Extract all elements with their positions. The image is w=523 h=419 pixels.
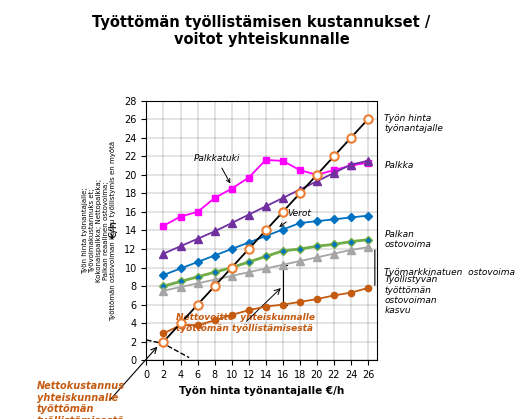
Text: Palkkatuki: Palkkatuki [194,154,240,183]
Text: Palkka: Palkka [384,161,414,170]
Text: Palkan
ostovoima: Palkan ostovoima [384,230,431,249]
Text: Työn hinta
työnantajalle: Työn hinta työnantajalle [384,114,444,134]
Text: Nettokustannus
yhteiskunnalle
työttömän
työllistämisestä: Nettokustannus yhteiskunnalle työttömän … [37,381,124,419]
Text: Työn hinta työnantajalle;
Työvoimakustannuks et;
Kokonaispalkka; Nettopalkka;
Pa: Työn hinta työnantajalle; Työvoimakustan… [82,140,117,321]
Text: Työllistyvän
työttömän
ostovoiman
kasvu: Työllistyvän työttömän ostovoiman kasvu [384,275,438,316]
Y-axis label: €/h: €/h [109,222,119,239]
Text: Nettovoitto  yhteiskunnalle
työttömän työllistämisestä: Nettovoitto yhteiskunnalle työttömän työ… [176,313,315,333]
Text: Verot: Verot [280,209,311,226]
X-axis label: Työn hinta työnantajalle €/h: Työn hinta työnantajalle €/h [179,385,344,396]
Text: Työmarkkinatuen  ostovoima: Työmarkkinatuen ostovoima [384,268,515,277]
Text: Työttömän työllistämisen kustannukset /
voitot yhteiskunnalle: Työttömän työllistämisen kustannukset / … [93,15,430,47]
